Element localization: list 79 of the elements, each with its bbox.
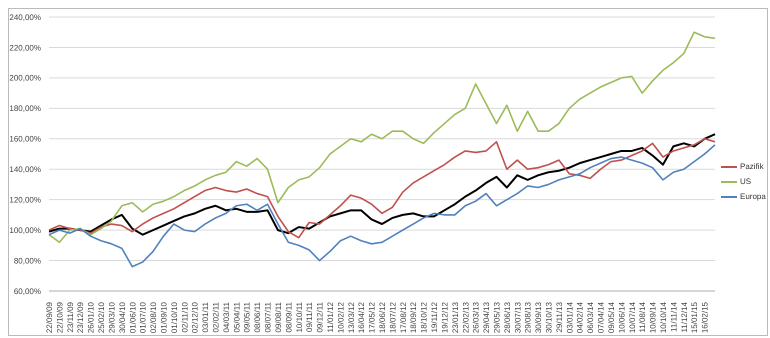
x-tick-label: 10/06/14 <box>617 301 626 334</box>
legend-label: Europa <box>740 192 766 201</box>
x-tick-label: 29/03/10 <box>107 301 116 334</box>
y-tick-label: 100,00% <box>9 226 41 235</box>
y-tick-label: 80,00% <box>14 256 41 266</box>
x-tick-label: 30/09/13 <box>534 301 544 334</box>
x-tick-label: 28/06/13 <box>502 301 512 334</box>
x-tick-label: 30/04/10 <box>118 301 127 334</box>
x-tick-label: 10/10/14 <box>658 301 668 334</box>
x-tick-label: 02/11/10 <box>180 301 190 333</box>
y-tick-label: 200,00% <box>9 74 41 83</box>
x-tick-label: 06/03/14 <box>586 301 596 334</box>
x-tick-label: 09/05/11 <box>242 301 252 333</box>
x-tick-label: 30/07/13 <box>513 301 522 334</box>
x-tick-label: 22/10/09 <box>55 301 64 334</box>
legend-label: Pazifik <box>740 162 764 171</box>
x-tick-label: 01/07/10 <box>138 301 148 334</box>
x-tick-label: 30/10/13 <box>544 301 554 334</box>
x-tick-label: 26/01/10 <box>86 301 96 334</box>
x-tick-label: 19/11/12 <box>430 301 440 333</box>
x-tick-label: 10/10/11 <box>294 301 304 333</box>
x-tick-label: 08/07/11 <box>264 301 273 333</box>
x-tick-label: 17/08/12 <box>398 301 408 334</box>
x-tick-label: 08/06/11 <box>253 301 262 333</box>
x-tick-label: 23/11/09 <box>66 301 75 333</box>
legend-label: US <box>740 177 752 186</box>
x-tick-label: 16/02/15 <box>700 301 710 334</box>
x-tick-label: 25/02/10 <box>97 301 106 334</box>
y-tick-label: 220,00% <box>9 43 41 52</box>
line-series <box>48 31 716 244</box>
y-tick-label: 160,00% <box>9 134 41 144</box>
x-tick-label: 03/01/14 <box>565 301 574 334</box>
y-tick-label: 120,00% <box>9 196 41 205</box>
x-tick-label: 18/09/12 <box>409 301 418 334</box>
x-tick-label: 05/04/11 <box>232 301 242 333</box>
x-tick-label: 10/02/12 <box>336 301 346 334</box>
x-tick-label: 22/02/13 <box>461 301 470 334</box>
y-tick-label: 60,00% <box>14 286 41 296</box>
x-tick-label: 11/12/14 <box>680 301 689 333</box>
x-tick-label: 11/01/12 <box>326 301 335 333</box>
x-tick-label: 26/03/13 <box>472 301 481 334</box>
x-tick-label: 02/08/10 <box>149 301 158 334</box>
y-tick-label: 140,00% <box>9 165 41 174</box>
x-tick-label: 18/06/12 <box>378 301 387 334</box>
x-tick-label: 11/11/14 <box>669 301 678 332</box>
x-tick-label: 23/01/13 <box>450 301 460 334</box>
x-tick-label: 17/05/12 <box>368 301 377 334</box>
x-tick-label: 09/12/11 <box>316 301 325 333</box>
x-tick-label: 10/07/14 <box>628 301 637 334</box>
x-tick-label: 23/12/09 <box>76 301 86 334</box>
x-tick-label: 01/09/10 <box>159 301 168 334</box>
x-tick-label: 04/02/14 <box>576 301 585 334</box>
x-tick-label: 18/10/12 <box>420 301 429 334</box>
x-tick-label: 10/09/14 <box>648 301 658 334</box>
x-tick-label: 08/09/11 <box>284 301 294 333</box>
x-tick-label: 09/05/14 <box>606 301 616 334</box>
x-tick-label: 03/01/11 <box>201 301 210 333</box>
x-tick-label: 13/03/12 <box>346 301 356 334</box>
x-tick-label: 07/04/14 <box>596 301 606 334</box>
x-tick-label: 29/04/13 <box>482 301 492 334</box>
x-tick-label: 29/11/13 <box>554 301 564 333</box>
x-tick-label: 04/03/11 <box>222 301 231 333</box>
x-tick-label: 09/11/11 <box>305 301 314 332</box>
x-tick-label: 29/05/13 <box>492 301 502 334</box>
x-tick-label: 01/06/10 <box>128 301 138 334</box>
x-tick-label: 11/08/14 <box>638 301 648 333</box>
y-tick-label: 180,00% <box>9 104 41 114</box>
y-tick-label: 240,00% <box>9 12 41 22</box>
x-tick-label: 19/12/12 <box>440 301 450 334</box>
x-tick-label: 18/07/12 <box>388 301 398 334</box>
x-tick-label: 22/09/09 <box>45 301 54 334</box>
x-tick-label: 29/08/13 <box>524 301 533 334</box>
x-tick-label: 09/08/11 <box>274 301 283 333</box>
x-tick-label: 01/10/10 <box>170 301 179 334</box>
x-tick-label: 02/12/10 <box>190 301 200 334</box>
x-tick-label: 16/04/12 <box>357 301 366 334</box>
line-series <box>48 144 716 268</box>
x-tick-label: 02/02/11 <box>212 301 220 333</box>
x-tick-label: 15/01/15 <box>690 301 700 334</box>
